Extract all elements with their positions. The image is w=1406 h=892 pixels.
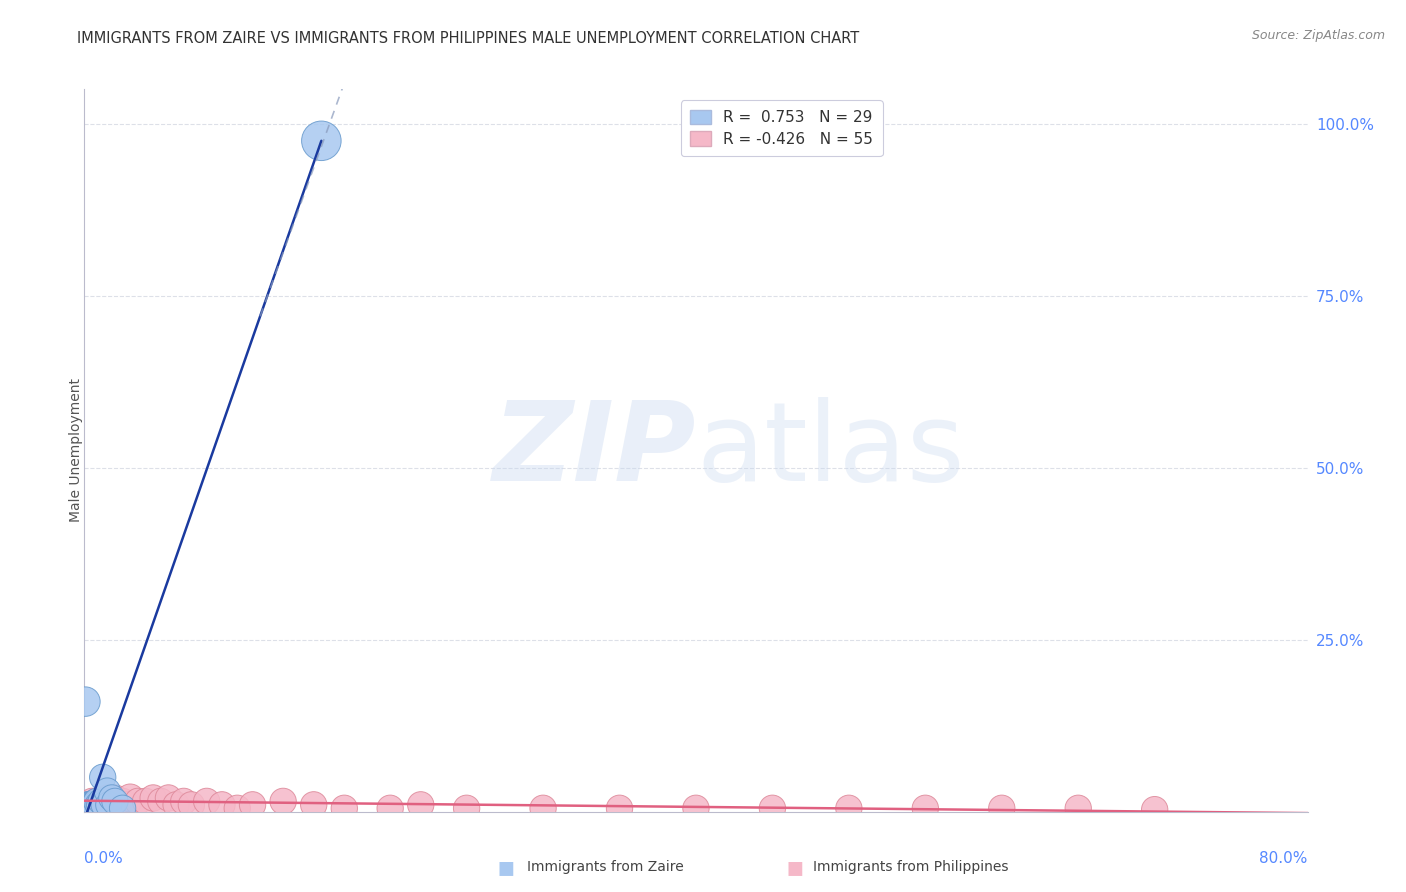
Point xyxy=(76,801,98,815)
Point xyxy=(79,797,101,812)
Point xyxy=(242,797,264,812)
Point xyxy=(75,801,97,815)
Point xyxy=(76,801,98,815)
Text: Immigrants from Philippines: Immigrants from Philippines xyxy=(813,860,1008,874)
Point xyxy=(87,797,110,812)
Point xyxy=(84,797,107,812)
Point xyxy=(104,794,127,808)
Point xyxy=(87,797,110,812)
Point xyxy=(127,794,149,808)
Point xyxy=(195,794,218,808)
Point xyxy=(157,791,180,805)
Point xyxy=(1067,801,1090,815)
Text: ▪: ▪ xyxy=(785,853,804,881)
Y-axis label: Male Unemployment: Male Unemployment xyxy=(69,378,83,523)
Point xyxy=(107,797,129,812)
Point xyxy=(456,801,478,815)
Point xyxy=(94,797,117,812)
Point xyxy=(79,797,101,812)
Point xyxy=(79,801,101,815)
Point xyxy=(83,797,105,812)
Text: Immigrants from Zaire: Immigrants from Zaire xyxy=(527,860,683,874)
Point xyxy=(84,797,107,812)
Point xyxy=(609,801,631,815)
Point xyxy=(86,801,108,815)
Point xyxy=(101,791,124,805)
Point xyxy=(75,801,97,815)
Point xyxy=(75,801,97,815)
Point xyxy=(80,794,103,808)
Point xyxy=(96,784,118,798)
Point xyxy=(77,797,100,812)
Point xyxy=(333,801,356,815)
Point xyxy=(76,797,98,812)
Point xyxy=(76,801,98,815)
Point xyxy=(96,791,118,805)
Point xyxy=(83,797,105,812)
Point xyxy=(226,801,249,815)
Legend: R =  0.753   N = 29, R = -0.426   N = 55: R = 0.753 N = 29, R = -0.426 N = 55 xyxy=(681,101,883,156)
Point xyxy=(75,801,97,815)
Point xyxy=(142,791,165,805)
Text: ▪: ▪ xyxy=(496,853,516,881)
Point xyxy=(380,801,402,815)
Point xyxy=(120,791,142,805)
Point xyxy=(211,797,233,812)
Point xyxy=(89,797,111,812)
Point xyxy=(531,801,554,815)
Point xyxy=(761,801,783,815)
Point xyxy=(80,797,103,812)
Point xyxy=(302,797,325,812)
Text: atlas: atlas xyxy=(696,397,965,504)
Point xyxy=(83,801,105,815)
Point xyxy=(91,794,114,808)
Point xyxy=(86,794,108,808)
Point xyxy=(75,695,97,709)
Point xyxy=(80,801,103,815)
Point xyxy=(75,801,97,815)
Point xyxy=(101,794,124,808)
Point xyxy=(75,797,97,812)
Point xyxy=(991,801,1014,815)
Point xyxy=(77,797,100,812)
Point xyxy=(165,797,187,812)
Point xyxy=(80,801,103,815)
Point xyxy=(149,794,172,808)
Point xyxy=(111,794,134,808)
Point xyxy=(97,797,120,812)
Text: 80.0%: 80.0% xyxy=(1260,851,1308,865)
Point xyxy=(914,801,936,815)
Point xyxy=(76,801,98,815)
Text: ZIP: ZIP xyxy=(492,397,696,504)
Point xyxy=(77,801,100,815)
Point xyxy=(90,794,112,808)
Point xyxy=(91,770,114,784)
Point xyxy=(685,801,707,815)
Point xyxy=(271,794,294,808)
Point xyxy=(75,801,97,815)
Point xyxy=(838,801,860,815)
Point xyxy=(86,794,108,808)
Point xyxy=(104,791,127,805)
Text: Source: ZipAtlas.com: Source: ZipAtlas.com xyxy=(1251,29,1385,42)
Point xyxy=(111,801,134,815)
Point xyxy=(409,797,432,812)
Point xyxy=(93,797,115,812)
Point xyxy=(97,797,120,812)
Text: 0.0%: 0.0% xyxy=(84,851,124,865)
Point xyxy=(173,794,195,808)
Point xyxy=(77,801,100,815)
Point xyxy=(115,797,138,812)
Text: IMMIGRANTS FROM ZAIRE VS IMMIGRANTS FROM PHILIPPINES MALE UNEMPLOYMENT CORRELATI: IMMIGRANTS FROM ZAIRE VS IMMIGRANTS FROM… xyxy=(77,31,859,46)
Point xyxy=(311,134,333,148)
Point xyxy=(135,794,157,808)
Point xyxy=(79,801,101,815)
Point xyxy=(180,797,202,812)
Point xyxy=(1143,803,1166,817)
Point xyxy=(89,797,111,812)
Point xyxy=(76,797,98,812)
